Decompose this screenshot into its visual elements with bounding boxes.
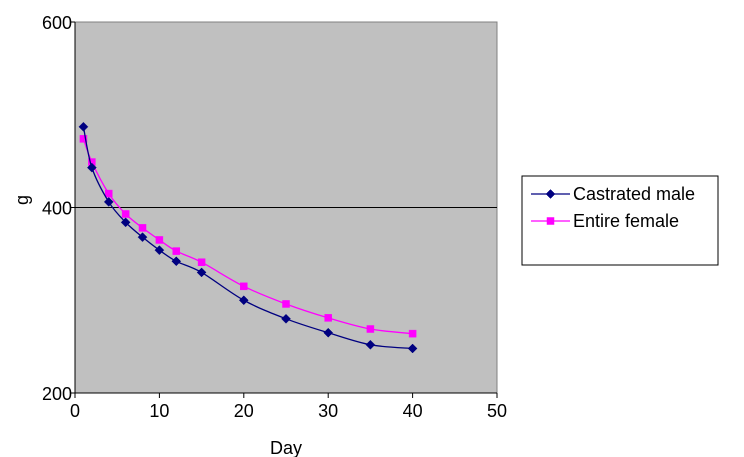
legend-label: Castrated male: [573, 184, 695, 204]
data-point: [323, 327, 334, 338]
data-point: [155, 236, 164, 244]
legend-marker: [546, 217, 555, 225]
legend-items: Castrated male Entire female: [531, 184, 695, 231]
series-0: [78, 121, 418, 354]
data-point: [240, 282, 248, 291]
series-group: [78, 121, 418, 354]
data-point: [281, 313, 291, 324]
legend-label: Entire female: [573, 211, 679, 231]
data-point: [171, 256, 182, 267]
data-point: [103, 197, 114, 207]
data-point: [324, 314, 332, 322]
data-point: [137, 232, 148, 243]
data-point: [366, 325, 375, 333]
data-point: [138, 224, 147, 232]
x-tick-label: 0: [70, 401, 80, 421]
data-point: [238, 295, 249, 306]
y-tick-label: 400: [42, 199, 72, 219]
x-tick-label: 30: [318, 401, 338, 421]
data-point: [120, 217, 131, 228]
data-point: [172, 247, 181, 255]
x-tick-label: 50: [487, 401, 507, 421]
y-tick-label: 600: [42, 13, 72, 33]
data-point: [282, 300, 290, 308]
legend-marker: [545, 189, 556, 199]
data-point: [79, 135, 88, 143]
legend: Castrated male Entire female: [521, 175, 719, 266]
data-point: [365, 339, 376, 350]
data-point: [105, 189, 113, 198]
x-axis-title: Day: [270, 438, 302, 457]
data-point: [121, 210, 130, 218]
x-tick-label: 40: [403, 401, 423, 421]
data-point: [197, 258, 206, 266]
data-point: [87, 162, 97, 173]
data-point: [408, 329, 417, 338]
y-axis-title: g: [12, 195, 32, 205]
data-point: [154, 245, 165, 256]
series-1: [79, 135, 417, 338]
data-point: [407, 343, 418, 354]
x-tick-label: 10: [149, 401, 169, 421]
axis-ticks: 0 10 20 30 40 50 200 400 600: [42, 13, 507, 421]
data-point: [196, 267, 207, 278]
data-point: [78, 121, 89, 132]
x-tick-label: 20: [234, 401, 254, 421]
y-tick-label: 200: [42, 384, 72, 404]
